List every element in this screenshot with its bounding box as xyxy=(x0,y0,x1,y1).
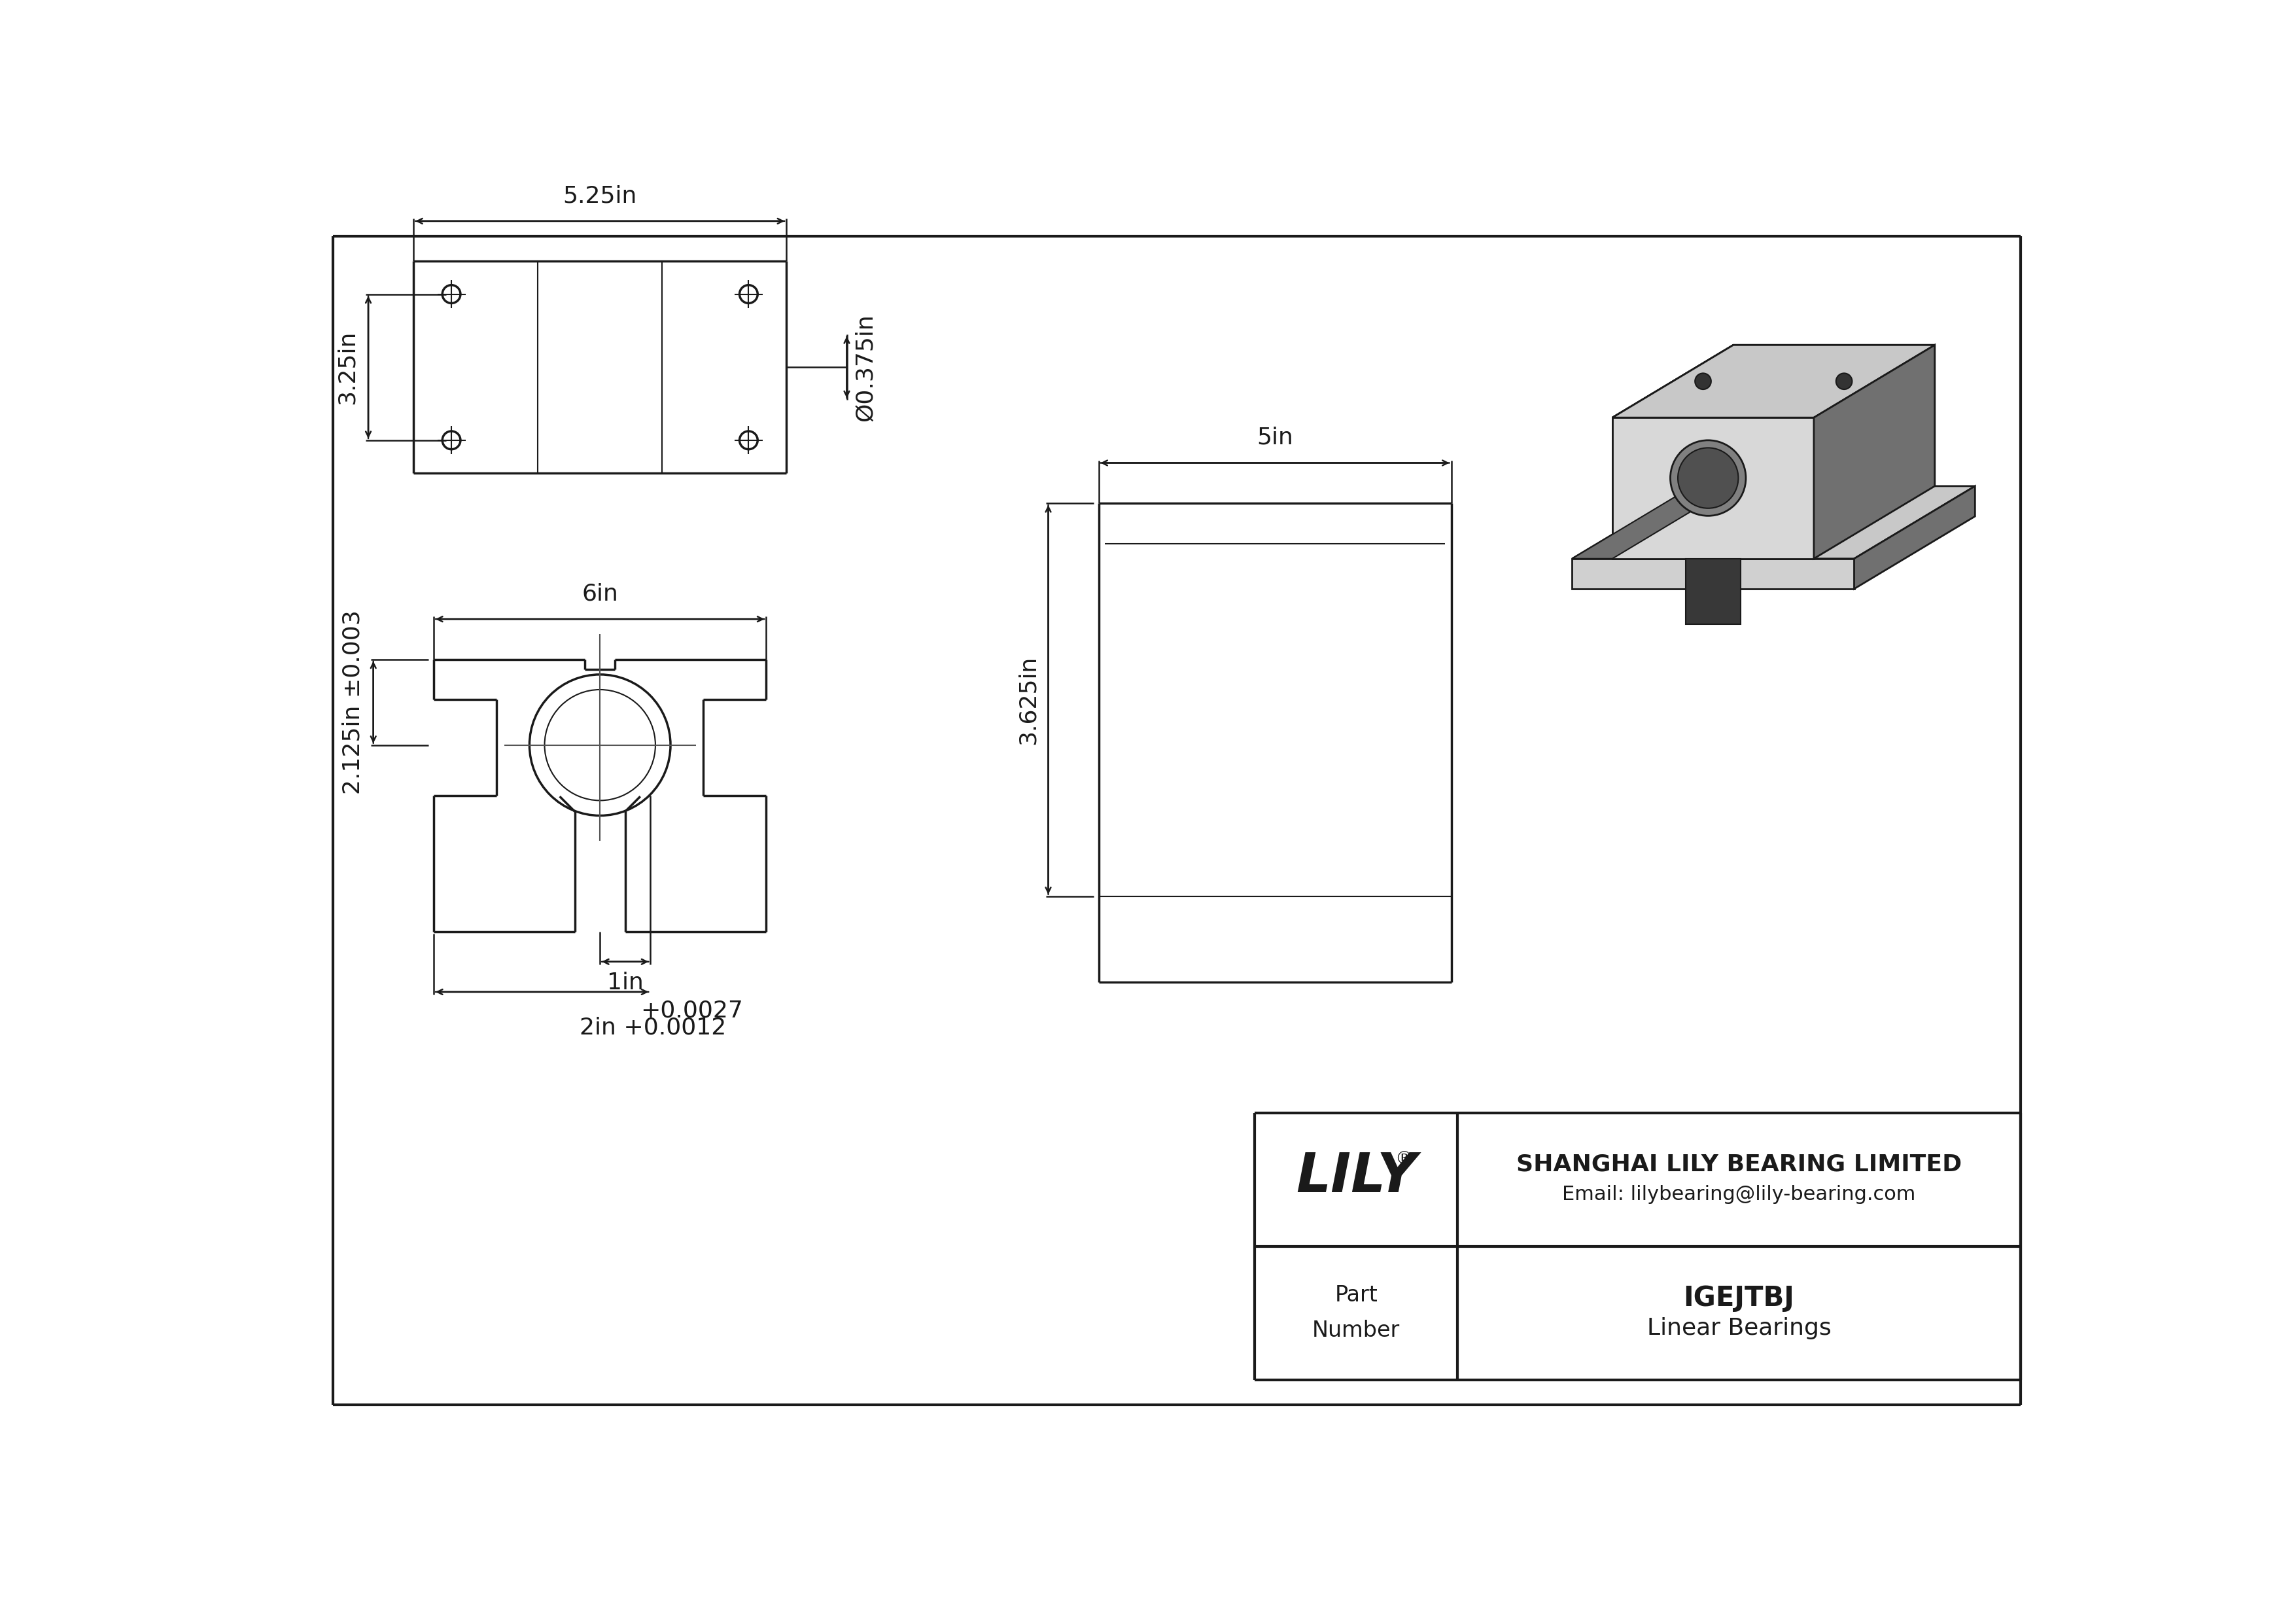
Polygon shape xyxy=(1612,417,1814,559)
Polygon shape xyxy=(1612,344,1936,417)
Text: Linear Bearings: Linear Bearings xyxy=(1646,1317,1832,1340)
Polygon shape xyxy=(1612,344,1936,417)
Circle shape xyxy=(1694,374,1711,390)
Text: 6in: 6in xyxy=(581,583,618,606)
Text: LILY: LILY xyxy=(1295,1150,1417,1203)
Circle shape xyxy=(1669,440,1745,516)
Text: SHANGHAI LILY BEARING LIMITED: SHANGHAI LILY BEARING LIMITED xyxy=(1515,1153,1961,1176)
Polygon shape xyxy=(1814,344,1936,559)
Text: 5.25in: 5.25in xyxy=(563,185,636,206)
Text: ®: ® xyxy=(1396,1150,1412,1169)
Circle shape xyxy=(1678,448,1738,508)
Text: 2in +0.0012: 2in +0.0012 xyxy=(581,1017,726,1039)
Text: 3.25in: 3.25in xyxy=(335,330,358,404)
Polygon shape xyxy=(1612,417,1814,559)
Polygon shape xyxy=(1685,559,1740,624)
Circle shape xyxy=(1837,374,1853,390)
Text: Email: lilybearing@lily-bearing.com: Email: lilybearing@lily-bearing.com xyxy=(1561,1186,1915,1205)
Polygon shape xyxy=(1573,559,1855,590)
Polygon shape xyxy=(1573,486,1975,559)
Text: IGEJTBJ: IGEJTBJ xyxy=(1683,1285,1795,1312)
Polygon shape xyxy=(1612,344,1936,417)
Text: Ø0.375in: Ø0.375in xyxy=(854,313,877,421)
Text: +0.0027: +0.0027 xyxy=(641,999,744,1021)
Polygon shape xyxy=(1814,344,1936,559)
Polygon shape xyxy=(1855,486,1975,590)
Text: 1in: 1in xyxy=(606,971,643,994)
Text: 2.125in ±0.003: 2.125in ±0.003 xyxy=(342,611,365,794)
Text: Part
Number: Part Number xyxy=(1313,1285,1401,1341)
Polygon shape xyxy=(1573,486,1733,559)
Text: 3.625in: 3.625in xyxy=(1017,654,1040,744)
Text: 5in: 5in xyxy=(1256,427,1293,448)
